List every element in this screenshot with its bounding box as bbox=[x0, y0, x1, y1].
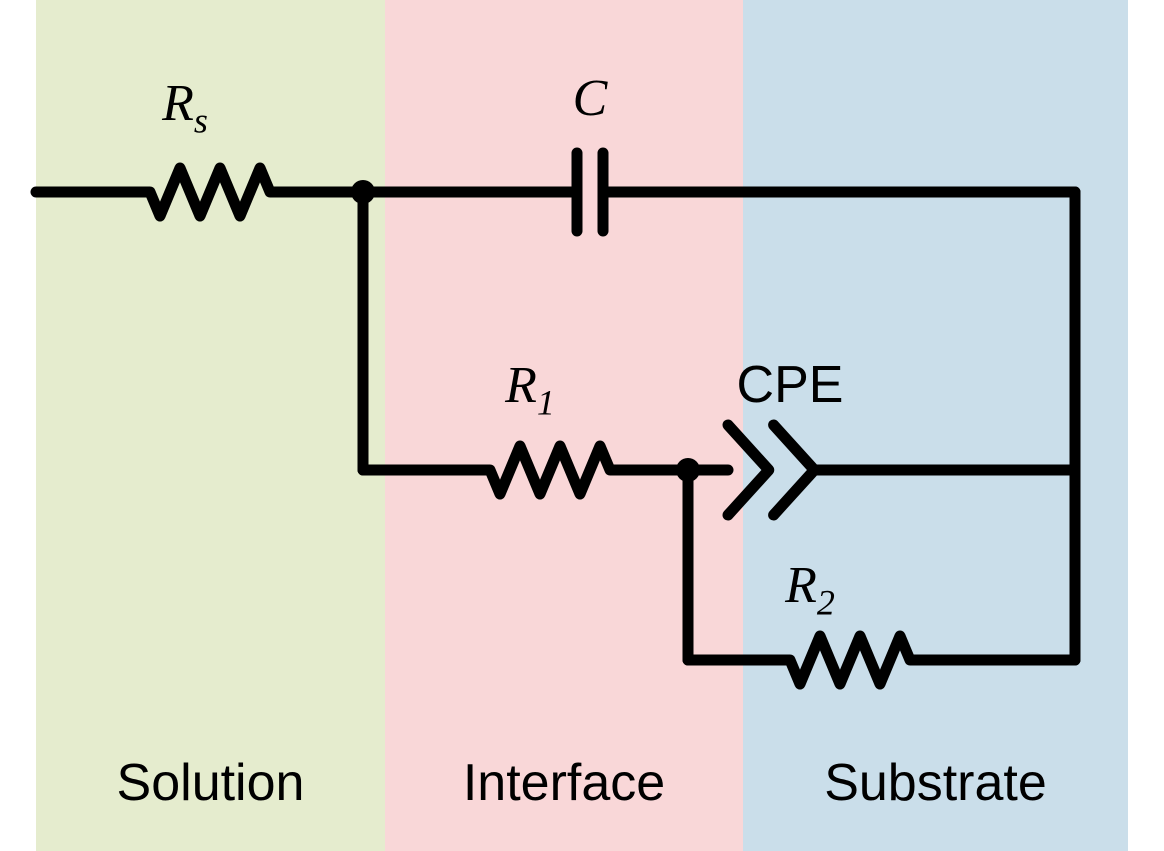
circuit-svg: RsCR1CPER2SolutionInterfaceSubstrate bbox=[0, 0, 1164, 851]
equivalent-circuit-diagram: RsCR1CPER2SolutionInterfaceSubstrate bbox=[0, 0, 1164, 851]
zone-solution bbox=[36, 0, 385, 851]
zone-interface bbox=[385, 0, 743, 851]
label-C: C bbox=[573, 70, 609, 127]
zone-label-interface: Interface bbox=[463, 754, 665, 812]
zone-label-solution: Solution bbox=[117, 754, 305, 812]
zone-label-substrate: Substrate bbox=[824, 754, 1047, 812]
label-CPE: CPE bbox=[737, 356, 844, 414]
